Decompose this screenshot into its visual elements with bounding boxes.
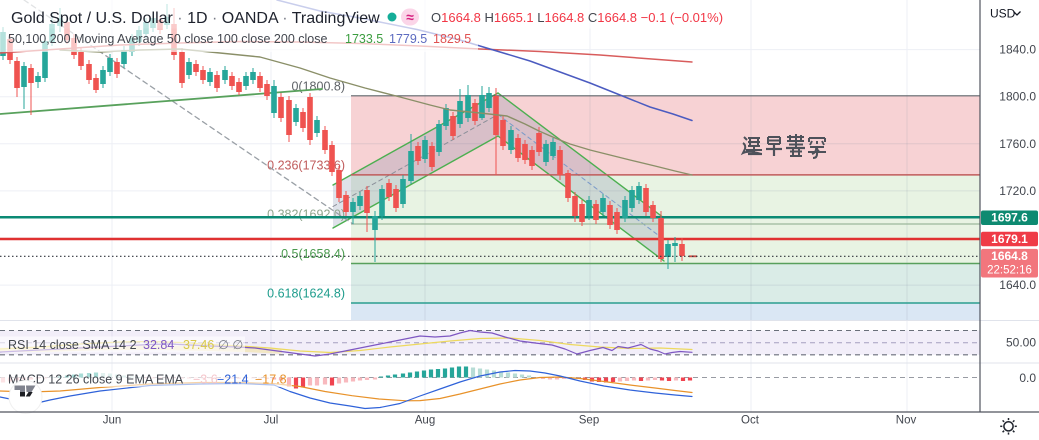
svg-text:37.46: 37.46 — [183, 338, 214, 352]
svg-text:RSI 14 close SMA 14 2: RSI 14 close SMA 14 2 — [8, 338, 137, 352]
svg-text:1640.0: 1640.0 — [999, 278, 1036, 292]
svg-text:MACD 12 26 close 9 EMA EMA: MACD 12 26 close 9 EMA EMA — [8, 373, 184, 387]
svg-text:1760.0: 1760.0 — [999, 137, 1036, 151]
svg-text:Nov: Nov — [896, 415, 917, 427]
svg-text:1697.6: 1697.6 — [991, 211, 1028, 225]
svg-text:Oct: Oct — [741, 415, 760, 427]
svg-text:O1664.8 H1665.1 L1664.8 C1664.: O1664.8 H1665.1 L1664.8 C1664.8 −0.1 (−0… — [431, 10, 723, 25]
svg-text:50.00: 50.00 — [1006, 336, 1036, 350]
svg-text:Aug: Aug — [415, 415, 435, 427]
svg-text:1720.0: 1720.0 — [999, 184, 1036, 198]
svg-text:0.618(1624.8): 0.618(1624.8) — [267, 287, 345, 301]
svg-text:Jun: Jun — [103, 415, 122, 427]
svg-text:Sep: Sep — [579, 415, 599, 427]
svg-text:0.236(1733.6): 0.236(1733.6) — [267, 158, 345, 172]
svg-text:50,100,200 Moving Average 50 c: 50,100,200 Moving Average 50 close 100 c… — [8, 32, 327, 46]
svg-text:Gold Spot / U.S. Dollar · 1D ·: Gold Spot / U.S. Dollar · 1D · OANDA · T… — [11, 10, 380, 27]
svg-text:−3.6: −3.6 — [193, 373, 218, 387]
svg-text:1733.5: 1733.5 — [345, 32, 383, 46]
svg-text:Jul: Jul — [264, 415, 279, 427]
svg-text:USD: USD — [990, 7, 1016, 21]
svg-text:1779.5: 1779.5 — [389, 32, 427, 46]
svg-text:32.84: 32.84 — [143, 338, 174, 352]
svg-text:1840.0: 1840.0 — [999, 43, 1036, 57]
svg-text:−21.4: −21.4 — [217, 373, 249, 387]
svg-text:≈: ≈ — [406, 9, 414, 25]
svg-text:0.382(1692.0): 0.382(1692.0) — [267, 208, 345, 222]
svg-text:1800.0: 1800.0 — [999, 90, 1036, 104]
svg-text:0.5(1658.4): 0.5(1658.4) — [281, 247, 345, 261]
svg-text:22:52:16: 22:52:16 — [987, 265, 1032, 277]
svg-text:1664.8: 1664.8 — [991, 249, 1028, 263]
svg-text:1829.5: 1829.5 — [433, 32, 471, 46]
svg-text:∅ ∅: ∅ ∅ — [218, 338, 243, 352]
svg-text:−17.8: −17.8 — [255, 373, 287, 387]
svg-text:0.0: 0.0 — [1019, 371, 1036, 385]
svg-text:1679.1: 1679.1 — [991, 232, 1028, 246]
